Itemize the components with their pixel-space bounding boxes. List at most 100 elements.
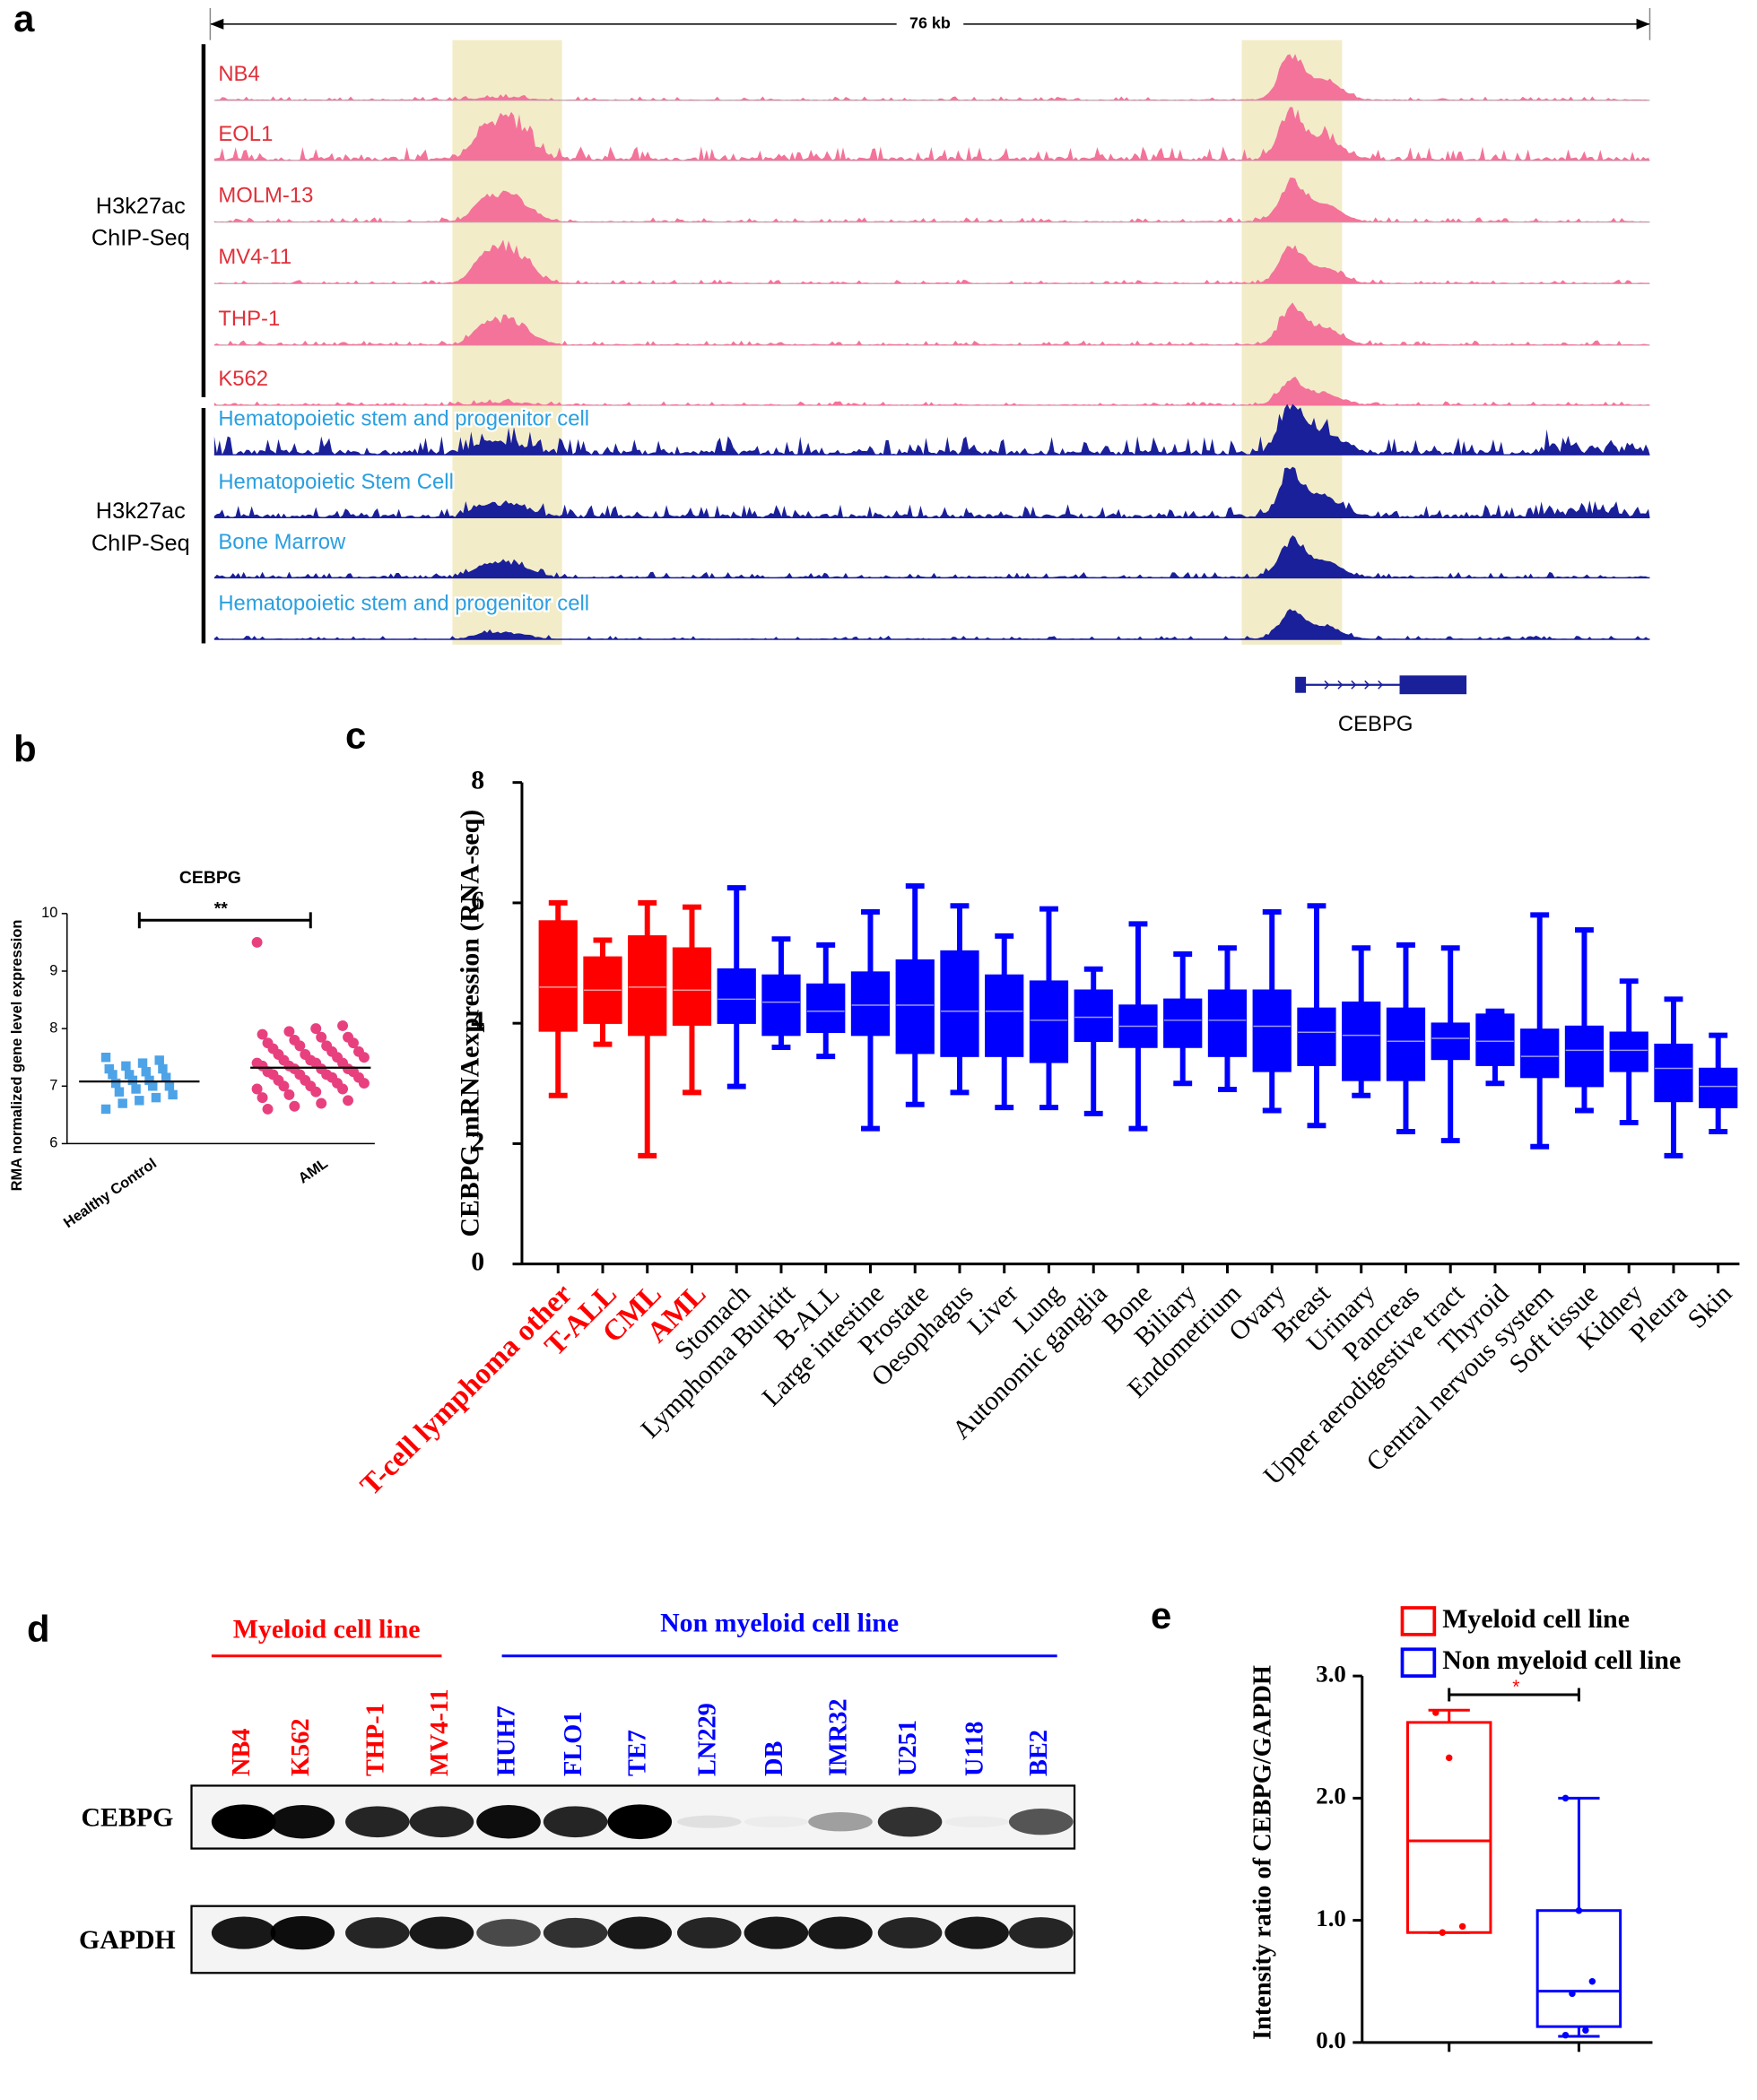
dot bbox=[127, 1075, 138, 1086]
band bbox=[345, 1917, 410, 1948]
y-tick-label: 6 bbox=[471, 886, 484, 915]
dot bbox=[158, 1063, 168, 1074]
y-tick-label: 4 bbox=[471, 1006, 484, 1036]
dot bbox=[1561, 1794, 1570, 1802]
band bbox=[476, 1805, 541, 1839]
dot bbox=[337, 1083, 349, 1095]
arrow bbox=[210, 18, 224, 30]
panel-label: e bbox=[1151, 1594, 1171, 1636]
box bbox=[985, 974, 1024, 1057]
gene-exon bbox=[1295, 676, 1307, 693]
box bbox=[1297, 1007, 1336, 1066]
band bbox=[543, 1917, 608, 1948]
track-label: Hematopoietic Stem Cell bbox=[218, 470, 454, 494]
group-label: H3k27ac bbox=[96, 499, 186, 524]
panel-label: d bbox=[27, 1608, 50, 1650]
dot bbox=[137, 1058, 148, 1068]
band bbox=[211, 1804, 276, 1840]
dot bbox=[1575, 1906, 1583, 1914]
y-tick-label: 0 bbox=[471, 1247, 484, 1277]
x-tick-label: Skin bbox=[1682, 1279, 1737, 1334]
band bbox=[1008, 1917, 1074, 1948]
dot bbox=[316, 1098, 327, 1109]
box bbox=[1699, 1067, 1738, 1108]
track-signal bbox=[213, 302, 1650, 345]
box bbox=[1029, 980, 1069, 1063]
track-label: EOL1 bbox=[218, 122, 273, 146]
gene-arrow bbox=[1378, 680, 1384, 690]
dot bbox=[117, 1098, 127, 1108]
box bbox=[628, 935, 667, 1037]
box bbox=[1386, 1007, 1426, 1081]
dot bbox=[1569, 1990, 1576, 1998]
dot bbox=[124, 1070, 135, 1080]
band bbox=[1008, 1809, 1074, 1835]
box bbox=[672, 947, 712, 1026]
dot bbox=[1439, 1929, 1446, 1936]
gene-arrow bbox=[1337, 680, 1344, 690]
dot bbox=[251, 1083, 263, 1095]
track-label: NB4 bbox=[218, 62, 259, 86]
lane-label: THP-1 bbox=[361, 1703, 389, 1776]
y-tick-label: 1.0 bbox=[1316, 1905, 1346, 1931]
y-tick-label: 6 bbox=[49, 1135, 57, 1151]
band bbox=[877, 1807, 943, 1837]
lane-label: U118 bbox=[961, 1722, 989, 1776]
dot bbox=[144, 1075, 154, 1086]
dot bbox=[108, 1070, 117, 1080]
box bbox=[1654, 1043, 1693, 1103]
group-label: Myeloid cell line bbox=[233, 1615, 421, 1644]
track-label: MV4-11 bbox=[218, 245, 291, 269]
band bbox=[211, 1916, 276, 1949]
dot bbox=[100, 1104, 111, 1115]
lane-label: U251 bbox=[894, 1720, 922, 1776]
band bbox=[744, 1916, 809, 1949]
track-signal bbox=[213, 239, 1650, 284]
box bbox=[1475, 1013, 1515, 1066]
arrow bbox=[1636, 18, 1650, 30]
band bbox=[607, 1804, 673, 1840]
dot bbox=[1445, 1754, 1453, 1762]
dot bbox=[1458, 1922, 1466, 1931]
band bbox=[676, 1917, 742, 1948]
y-tick-label: 9 bbox=[49, 962, 57, 978]
y-tick-label: 7 bbox=[49, 1078, 57, 1094]
band bbox=[270, 1805, 335, 1839]
significance: * bbox=[1512, 1677, 1519, 1697]
dot bbox=[257, 1092, 268, 1104]
dot bbox=[316, 1031, 327, 1043]
box bbox=[1520, 1028, 1560, 1079]
gene-exon bbox=[1399, 675, 1467, 695]
dot bbox=[337, 1020, 349, 1031]
dot bbox=[310, 1086, 322, 1098]
dot bbox=[104, 1063, 114, 1074]
track-signal bbox=[213, 107, 1650, 161]
lane-label: BE2 bbox=[1025, 1730, 1053, 1776]
dot bbox=[283, 1026, 295, 1037]
gene-arrow bbox=[1364, 680, 1370, 690]
x-tick-label: T-cell lymphoma other bbox=[354, 1278, 578, 1502]
box bbox=[1564, 1025, 1605, 1088]
y-tick-label: 3.0 bbox=[1316, 1660, 1346, 1687]
x-tick-label: Liver bbox=[961, 1279, 1023, 1341]
dot bbox=[348, 1037, 359, 1049]
scale-label: 76 kb bbox=[909, 14, 951, 32]
box bbox=[1405, 1721, 1492, 1934]
track-label: MOLM-13 bbox=[218, 184, 313, 208]
box bbox=[1163, 998, 1203, 1048]
dot bbox=[289, 1100, 300, 1112]
track-signal bbox=[213, 608, 1650, 640]
dot bbox=[131, 1084, 141, 1094]
band bbox=[409, 1806, 474, 1838]
group-label: Non myeloid cell line bbox=[660, 1608, 899, 1637]
dot bbox=[100, 1052, 111, 1063]
significance: ** bbox=[214, 898, 229, 918]
dot bbox=[358, 1078, 370, 1089]
lane-label: TE7 bbox=[624, 1730, 652, 1776]
dot bbox=[343, 1095, 353, 1106]
dot bbox=[151, 1092, 161, 1103]
y-tick-label: 0.0 bbox=[1316, 2026, 1346, 2053]
dot bbox=[141, 1067, 152, 1077]
track-signal bbox=[213, 466, 1650, 518]
